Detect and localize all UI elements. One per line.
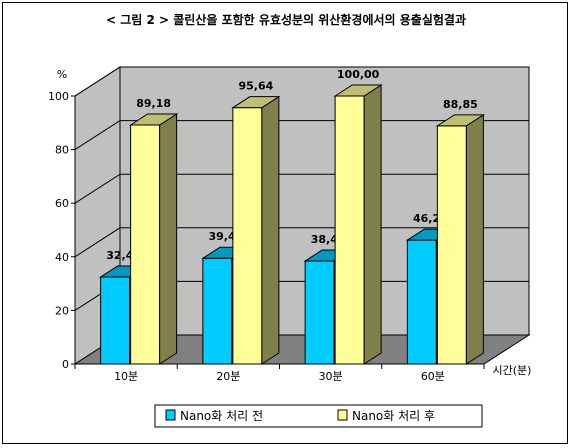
bar-front xyxy=(130,124,161,365)
gridline xyxy=(74,120,529,151)
bar-top xyxy=(231,96,281,109)
bar xyxy=(231,95,281,365)
bar xyxy=(435,113,486,365)
bars: 32,4689,1839,4695,6438,42100,0046,2388,8… xyxy=(98,68,486,365)
chart-title: < 그림 2 > 콜린산을 포함한 유효성분의 위산환경에서의 용출실험결과 xyxy=(106,12,466,27)
bar-front xyxy=(334,95,365,365)
bar-top xyxy=(333,84,383,97)
x-tick-label: 30분 xyxy=(319,370,343,383)
bar xyxy=(333,84,383,365)
bar-side xyxy=(465,113,484,365)
y-tick-label: 100 xyxy=(48,90,69,103)
bar-front xyxy=(100,276,131,365)
x-tick-label: 10분 xyxy=(114,370,138,383)
legend-entry: Nano화 처리 후 xyxy=(352,409,435,423)
data-label: 89,18 xyxy=(136,97,171,110)
bar-front xyxy=(202,257,233,365)
legend-swatch xyxy=(337,409,348,421)
y-tick-labels: 0 20 40 60 80 100 xyxy=(48,90,75,371)
data-label: 100,00 xyxy=(337,68,380,81)
bar-front xyxy=(406,239,437,365)
legend: Nano화 처리 전 Nano화 처리 후 xyxy=(154,404,483,428)
legend-box xyxy=(154,404,483,428)
gridline xyxy=(74,227,529,258)
bar-top xyxy=(128,113,179,126)
x-tick-label: 20분 xyxy=(216,370,240,383)
y-tick-label: 80 xyxy=(55,144,69,157)
y-axis-unit: % xyxy=(57,68,67,81)
y-tick-label: 0 xyxy=(62,358,69,371)
data-label: 95,64 xyxy=(238,80,273,93)
bar-top xyxy=(435,114,486,127)
bar xyxy=(128,113,179,365)
bar-side xyxy=(159,113,178,365)
x-tick-label: 60분 xyxy=(421,370,445,383)
bar-side xyxy=(261,95,280,365)
gridline xyxy=(74,66,529,97)
y-tick-label: 60 xyxy=(55,197,69,210)
y-tick-label: 20 xyxy=(55,304,69,317)
bar-side xyxy=(363,84,382,365)
gridline xyxy=(74,173,529,204)
y-tick-label: 40 xyxy=(55,251,69,264)
legend-swatch xyxy=(165,409,176,421)
bar-front xyxy=(232,107,263,365)
bar-front xyxy=(304,260,335,365)
data-label: 88,85 xyxy=(443,98,478,111)
legend-entry: Nano화 처리 전 xyxy=(180,409,263,423)
x-axis-label: 시간(분) xyxy=(493,364,532,377)
x-tick-labels: 10분 20분 30분 60분 xyxy=(74,364,485,383)
bar-front xyxy=(436,125,467,365)
